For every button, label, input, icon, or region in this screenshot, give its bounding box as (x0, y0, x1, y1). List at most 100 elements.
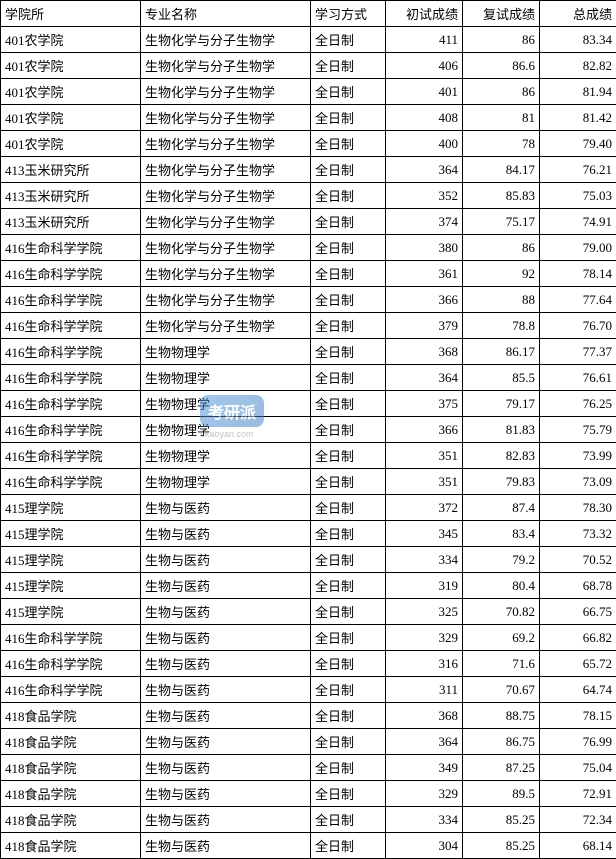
cell-score2: 79.2 (463, 547, 540, 573)
cell-score2: 86.75 (463, 729, 540, 755)
cell-major: 生物化学与分子生物学 (141, 131, 311, 157)
cell-score2: 87.4 (463, 495, 540, 521)
cell-school: 401农学院 (1, 27, 141, 53)
cell-score1: 334 (386, 547, 463, 573)
cell-major: 生物化学与分子生物学 (141, 105, 311, 131)
cell-school: 416生命科学学院 (1, 235, 141, 261)
cell-score1: 368 (386, 339, 463, 365)
cell-score1: 380 (386, 235, 463, 261)
table-row: 416生命科学学院生物与医药全日制31170.6764.74 (1, 677, 616, 703)
cell-school: 416生命科学学院 (1, 417, 141, 443)
cell-major: 生物化学与分子生物学 (141, 27, 311, 53)
cell-school: 416生命科学学院 (1, 391, 141, 417)
cell-mode: 全日制 (311, 495, 386, 521)
cell-score3: 65.72 (540, 651, 616, 677)
table-row: 416生命科学学院生物化学与分子生物学全日制3668877.64 (1, 287, 616, 313)
cell-score2: 70.67 (463, 677, 540, 703)
cell-major: 生物物理学 (141, 339, 311, 365)
cell-score3: 66.75 (540, 599, 616, 625)
cell-school: 416生命科学学院 (1, 261, 141, 287)
cell-school: 415理学院 (1, 495, 141, 521)
cell-major: 生物与医药 (141, 677, 311, 703)
cell-major: 生物化学与分子生物学 (141, 157, 311, 183)
cell-score1: 364 (386, 729, 463, 755)
cell-score3: 76.61 (540, 365, 616, 391)
cell-score2: 83.4 (463, 521, 540, 547)
cell-mode: 全日制 (311, 755, 386, 781)
cell-major: 生物与医药 (141, 807, 311, 833)
cell-mode: 全日制 (311, 807, 386, 833)
cell-score1: 304 (386, 833, 463, 859)
cell-score2: 86 (463, 235, 540, 261)
cell-school: 415理学院 (1, 547, 141, 573)
header-mode: 学习方式 (311, 1, 386, 27)
cell-score3: 68.78 (540, 573, 616, 599)
cell-mode: 全日制 (311, 339, 386, 365)
cell-school: 401农学院 (1, 53, 141, 79)
table-row: 416生命科学学院生物物理学全日制36681.8375.79 (1, 417, 616, 443)
cell-score2: 88.75 (463, 703, 540, 729)
header-score3: 总成绩 (540, 1, 616, 27)
table-row: 413玉米研究所生物化学与分子生物学全日制36484.1776.21 (1, 157, 616, 183)
cell-score2: 92 (463, 261, 540, 287)
cell-mode: 全日制 (311, 703, 386, 729)
cell-score3: 75.04 (540, 755, 616, 781)
cell-score3: 76.21 (540, 157, 616, 183)
cell-score2: 85.5 (463, 365, 540, 391)
cell-mode: 全日制 (311, 183, 386, 209)
cell-school: 416生命科学学院 (1, 469, 141, 495)
cell-score3: 83.34 (540, 27, 616, 53)
cell-score1: 352 (386, 183, 463, 209)
cell-score1: 364 (386, 365, 463, 391)
table-row: 416生命科学学院生物化学与分子生物学全日制37978.876.70 (1, 313, 616, 339)
cell-score1: 329 (386, 781, 463, 807)
cell-score3: 82.82 (540, 53, 616, 79)
cell-major: 生物化学与分子生物学 (141, 261, 311, 287)
cell-mode: 全日制 (311, 625, 386, 651)
table-row: 416生命科学学院生物物理学全日制37579.1776.25 (1, 391, 616, 417)
header-score1: 初试成绩 (386, 1, 463, 27)
cell-school: 415理学院 (1, 521, 141, 547)
cell-major: 生物化学与分子生物学 (141, 209, 311, 235)
cell-major: 生物化学与分子生物学 (141, 79, 311, 105)
table-body: 401农学院生物化学与分子生物学全日制4118683.34401农学院生物化学与… (1, 27, 616, 859)
cell-score1: 400 (386, 131, 463, 157)
cell-score2: 86.6 (463, 53, 540, 79)
cell-school: 418食品学院 (1, 833, 141, 859)
cell-mode: 全日制 (311, 157, 386, 183)
table-row: 401农学院生物化学与分子生物学全日制4088181.42 (1, 105, 616, 131)
table-row: 416生命科学学院生物物理学全日制36485.576.61 (1, 365, 616, 391)
cell-mode: 全日制 (311, 781, 386, 807)
cell-mode: 全日制 (311, 79, 386, 105)
cell-mode: 全日制 (311, 677, 386, 703)
header-score2: 复试成绩 (463, 1, 540, 27)
cell-school: 418食品学院 (1, 807, 141, 833)
cell-major: 生物与医药 (141, 625, 311, 651)
cell-mode: 全日制 (311, 365, 386, 391)
table-row: 416生命科学学院生物物理学全日制35182.8373.99 (1, 443, 616, 469)
table-row: 415理学院生物与医药全日制37287.478.30 (1, 495, 616, 521)
cell-score1: 406 (386, 53, 463, 79)
cell-mode: 全日制 (311, 469, 386, 495)
cell-score1: 368 (386, 703, 463, 729)
cell-major: 生物化学与分子生物学 (141, 183, 311, 209)
cell-mode: 全日制 (311, 235, 386, 261)
cell-school: 413玉米研究所 (1, 209, 141, 235)
cell-score3: 75.03 (540, 183, 616, 209)
header-school: 学院所 (1, 1, 141, 27)
cell-score2: 86 (463, 79, 540, 105)
cell-score1: 316 (386, 651, 463, 677)
cell-mode: 全日制 (311, 651, 386, 677)
table-row: 413玉米研究所生物化学与分子生物学全日制37475.1774.91 (1, 209, 616, 235)
cell-score1: 401 (386, 79, 463, 105)
cell-score2: 75.17 (463, 209, 540, 235)
cell-major: 生物物理学 (141, 469, 311, 495)
cell-score1: 349 (386, 755, 463, 781)
table-row: 401农学院生物化学与分子生物学全日制4007879.40 (1, 131, 616, 157)
cell-mode: 全日制 (311, 833, 386, 859)
cell-major: 生物与医药 (141, 651, 311, 677)
scores-table: 学院所 专业名称 学习方式 初试成绩 复试成绩 总成绩 401农学院生物化学与分… (0, 0, 616, 859)
cell-score1: 319 (386, 573, 463, 599)
cell-score3: 79.40 (540, 131, 616, 157)
table-row: 418食品学院生物与医药全日制36888.7578.15 (1, 703, 616, 729)
